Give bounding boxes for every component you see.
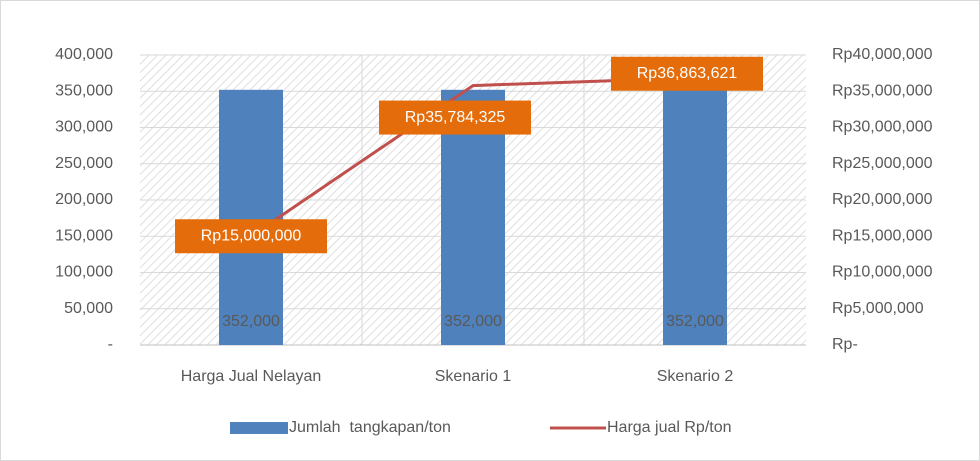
line-value-label: Rp36,863,621 [637, 65, 738, 82]
y2-tick-label: Rp- [832, 336, 858, 353]
line-value-label-box [379, 100, 531, 135]
y-tick-label: 350,000 [55, 82, 113, 99]
y2-tick-label: Rp20,000,000 [832, 191, 933, 208]
y2-tick-label: Rp35,000,000 [832, 82, 933, 99]
x-tick-label: Harga Jual Nelayan [181, 368, 322, 385]
line-value-label-box [175, 219, 327, 254]
y2-tick-label: Rp5,000,000 [832, 300, 924, 317]
bar [219, 89, 283, 345]
bar [663, 89, 727, 345]
line-value-label-box [611, 56, 763, 91]
bar-value-label: 352,000 [222, 313, 280, 330]
legend-swatch [230, 422, 288, 434]
bar-value-label: 352,000 [666, 313, 724, 330]
y-tick-label: 300,000 [55, 119, 113, 136]
x-tick-label: Skenario 1 [435, 368, 512, 385]
bar-value-label: 352,000 [444, 313, 502, 330]
y-tick-label: 100,000 [55, 264, 113, 281]
y-tick-label: - [108, 336, 113, 353]
y2-tick-label: Rp10,000,000 [832, 264, 933, 281]
y2-tick-label: Rp15,000,000 [832, 227, 933, 244]
y-tick-label: 400,000 [55, 46, 113, 63]
x-tick-label: Skenario 2 [657, 368, 734, 385]
line-value-label: Rp35,784,325 [405, 109, 506, 126]
y2-tick-label: Rp30,000,000 [832, 119, 933, 136]
legend-label: Harga jual Rp/ton [607, 419, 732, 436]
y2-tick-label: Rp25,000,000 [832, 155, 933, 172]
y-tick-label: 250,000 [55, 155, 113, 172]
y-tick-label: 50,000 [64, 300, 113, 317]
y-tick-label: 150,000 [55, 227, 113, 244]
y2-tick-label: Rp40,000,000 [832, 46, 933, 63]
line-value-label: Rp15,000,000 [201, 227, 302, 244]
legend-label: Jumlah tangkapan/ton [289, 419, 451, 436]
y-tick-label: 200,000 [55, 191, 113, 208]
